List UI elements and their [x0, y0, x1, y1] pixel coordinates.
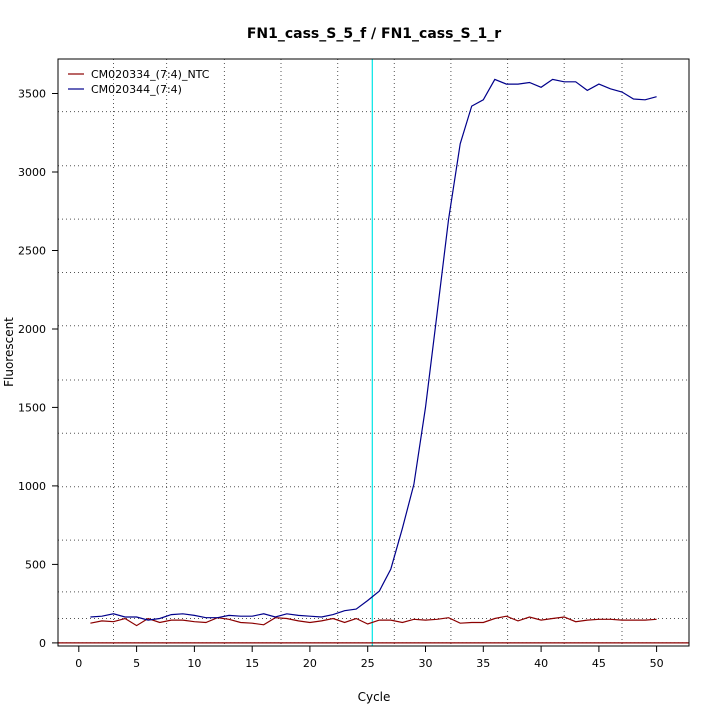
- series-lines: [90, 78, 657, 627]
- y-tick-label: 1500: [18, 401, 46, 414]
- y-tick-label: 3500: [18, 88, 46, 101]
- x-tick-label: 5: [133, 657, 140, 670]
- series-line-1: [90, 78, 657, 621]
- x-axis: 0 5 10 15 20 25 30 35 40 45 50: [75, 646, 664, 670]
- x-axis-label: Cycle: [358, 690, 391, 704]
- y-tick-label: 3000: [18, 166, 46, 179]
- legend: CM020334_(7:4)_NTC CM020344_(7:4): [68, 68, 210, 96]
- x-tick-label: 35: [476, 657, 490, 670]
- legend-label-ntc: CM020334_(7:4)_NTC: [91, 68, 210, 81]
- y-tick-label: 2000: [18, 323, 46, 336]
- x-tick-label: 50: [650, 657, 664, 670]
- y-axis: 0 500 1000 1500 2000 2500 3000 3500: [18, 88, 58, 650]
- y-tick-label: 500: [25, 558, 46, 571]
- threshold-layer: [58, 59, 689, 646]
- y-axis-label: Fluorescent: [2, 317, 16, 387]
- y-tick-label: 2500: [18, 245, 46, 258]
- plot-frame: [57, 58, 690, 647]
- y-tick-label: 1000: [18, 480, 46, 493]
- x-tick-label: 20: [303, 657, 317, 670]
- x-tick-label: 40: [534, 657, 548, 670]
- x-tick-label: 30: [419, 657, 433, 670]
- y-tick-label: 0: [39, 637, 46, 650]
- x-tick-label: 10: [187, 657, 201, 670]
- x-tick-label: 15: [245, 657, 259, 670]
- x-tick-label: 45: [592, 657, 606, 670]
- chart-title: FN1_cass_S_5_f / FN1_cass_S_1_r: [247, 26, 501, 42]
- legend-label-sample: CM020344_(7:4): [91, 83, 182, 96]
- x-tick-label: 25: [361, 657, 375, 670]
- x-tick-label: 0: [75, 657, 82, 670]
- series-line-0: [90, 615, 657, 627]
